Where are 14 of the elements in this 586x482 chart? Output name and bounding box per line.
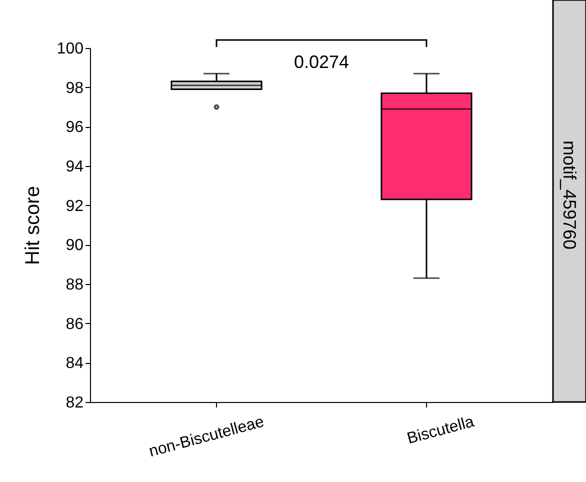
annotation: 0.0274 [294, 52, 350, 72]
y-tick-label: 82 [66, 394, 84, 412]
y-tick-label: 94 [66, 158, 84, 176]
y-axis-title: Hit score [22, 186, 44, 265]
y-tick-label: 90 [66, 237, 84, 254]
y-tick-label: 84 [66, 355, 84, 372]
y-tick-label: 92 [66, 198, 84, 215]
y-tick-label: 96 [66, 119, 84, 136]
x-tick-label: Biscutella [405, 413, 476, 448]
y-tick-label: 98 [66, 80, 84, 97]
y-tick-label: 86 [66, 316, 84, 333]
y-tick-label: 100 [56, 40, 84, 58]
text: motif_459760 [560, 140, 580, 250]
y-tick-label: 88 [66, 276, 84, 294]
